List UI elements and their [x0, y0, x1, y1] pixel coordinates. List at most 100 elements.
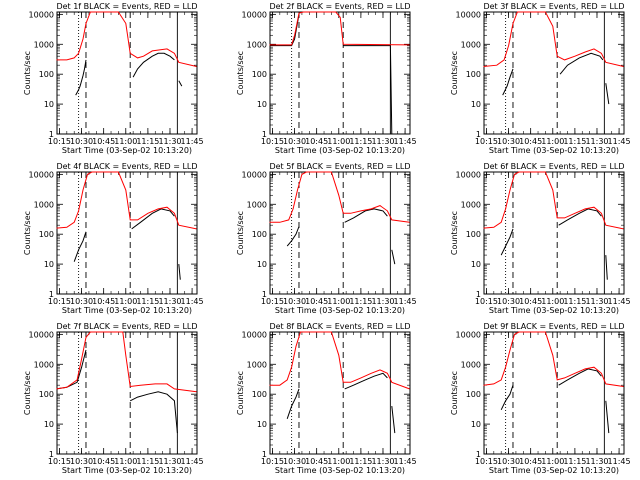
y-tick-label: 10 — [471, 260, 481, 269]
series-black-line — [75, 52, 183, 96]
x-axis-label: Start Time (03-Sep-02 10:13:20) — [275, 466, 405, 475]
panel-title: Det 9f BLACK = Events, RED = LLD — [483, 322, 624, 331]
y-tick-label: 10 — [471, 420, 481, 429]
x-tick-label: 11:30 — [371, 457, 394, 466]
plot-frame — [269, 331, 411, 455]
series-red-line — [269, 171, 410, 223]
x-tick-label: 11:15 — [349, 297, 372, 306]
x-tick-label: 10:45 — [305, 137, 328, 146]
x-tick-label: 11:15 — [349, 457, 372, 466]
y-tick-label: 1000 — [461, 360, 481, 369]
y-tick-label: 10 — [44, 420, 54, 429]
x-axis-label: Start Time (03-Sep-02 10:13:20) — [489, 306, 619, 315]
panel-det-2: Det 2f BLACK = Events, RED = LLD 1 10 100 10… — [236, 2, 417, 155]
plot-frame — [56, 331, 198, 455]
panel-title: Det 4f BLACK = Events, RED = LLD — [56, 162, 197, 171]
y-tick-label: 10 — [257, 260, 267, 269]
panel-title: Det 6f BLACK = Events, RED = LLD — [483, 162, 624, 171]
x-tick-label: 11:00 — [541, 137, 564, 146]
x-tick-label: 10:15 — [48, 137, 71, 146]
series-black-line — [56, 349, 178, 434]
panel-title: Det 7f BLACK = Events, RED = LLD — [56, 322, 197, 331]
x-tick-label: 11:15 — [349, 137, 372, 146]
series-black-line — [286, 372, 396, 434]
x-tick-label: 11:15 — [563, 457, 586, 466]
series-red-line — [483, 171, 624, 230]
x-tick-label: 10:30 — [283, 457, 306, 466]
y-tick-label: 100 — [466, 70, 481, 79]
panel-det-7: Det 7f BLACK = Events, RED = LLD 1 10 100 10… — [23, 322, 204, 475]
x-tick-label: 10:15 — [475, 297, 498, 306]
panel-det-4: Det 4f BLACK = Events, RED = LLD 1 10 100 10… — [23, 162, 204, 315]
x-tick-label: 11:30 — [585, 457, 608, 466]
y-tick-label: 1000 — [34, 200, 54, 209]
x-tick-label: 11:00 — [114, 137, 137, 146]
y-axis-label: Counts/sec — [23, 51, 32, 95]
y-axis-label: Counts/sec — [236, 51, 245, 95]
y-tick-label: 1 — [262, 450, 267, 459]
series-red-line — [56, 331, 197, 393]
y-tick-label: 10 — [44, 260, 54, 269]
y-tick-label: 1000 — [461, 40, 481, 49]
y-tick-label: 10000 — [456, 170, 481, 179]
x-tick-label: 10:30 — [497, 297, 520, 306]
series-red-line — [56, 11, 197, 67]
x-tick-label: 10:15 — [261, 457, 284, 466]
series-black-line — [502, 52, 610, 105]
y-tick-label: 1 — [476, 290, 481, 299]
x-tick-label: 10:15 — [48, 297, 71, 306]
y-tick-label: 1000 — [247, 200, 267, 209]
y-axis-label: Counts/sec — [236, 371, 245, 415]
y-tick-label: 1 — [262, 130, 267, 139]
x-tick-label: 11:45 — [181, 137, 204, 146]
x-axis-label: Start Time (03-Sep-02 10:13:20) — [62, 146, 192, 155]
x-tick-label: 11:45 — [394, 457, 417, 466]
panel-title: Det 5f BLACK = Events, RED = LLD — [269, 162, 410, 171]
y-tick-label: 10000 — [29, 330, 54, 339]
y-axis-label: Counts/sec — [236, 211, 245, 255]
x-tick-label: 11:15 — [136, 297, 159, 306]
y-tick-label: 10 — [257, 100, 267, 109]
y-tick-label: 1000 — [247, 40, 267, 49]
x-tick-label: 11:00 — [541, 457, 564, 466]
x-axis-label: Start Time (03-Sep-02 10:13:20) — [275, 146, 405, 155]
x-tick-label: 11:15 — [563, 137, 586, 146]
x-tick-label: 11:15 — [563, 297, 586, 306]
x-tick-label: 10:30 — [70, 137, 93, 146]
panel-title: Det 2f BLACK = Events, RED = LLD — [269, 2, 410, 11]
y-tick-label: 10000 — [456, 330, 481, 339]
x-tick-label: 10:15 — [475, 457, 498, 466]
y-tick-label: 10 — [471, 100, 481, 109]
x-tick-label: 10:45 — [92, 137, 115, 146]
y-tick-label: 10000 — [29, 10, 54, 19]
y-tick-label: 100 — [252, 230, 267, 239]
x-tick-label: 11:30 — [371, 137, 394, 146]
y-tick-label: 10000 — [242, 170, 267, 179]
x-axis-label: Start Time (03-Sep-02 10:13:20) — [489, 146, 619, 155]
y-tick-label: 1 — [49, 130, 54, 139]
x-tick-label: 11:30 — [158, 137, 181, 146]
x-tick-label: 11:30 — [585, 297, 608, 306]
y-tick-label: 1000 — [461, 200, 481, 209]
panel-det-3: Det 3f BLACK = Events, RED = LLD 1 10 100 10… — [450, 2, 631, 155]
x-tick-label: 10:30 — [283, 297, 306, 306]
x-tick-label: 10:45 — [519, 137, 542, 146]
x-tick-label: 11:45 — [608, 137, 631, 146]
x-tick-label: 10:30 — [70, 297, 93, 306]
x-tick-label: 11:00 — [114, 457, 137, 466]
y-tick-label: 1000 — [34, 40, 54, 49]
x-tick-label: 10:30 — [497, 457, 520, 466]
y-tick-label: 10 — [44, 100, 54, 109]
y-tick-label: 100 — [39, 390, 54, 399]
plot-frame — [269, 11, 411, 135]
x-tick-label: 11:00 — [327, 457, 350, 466]
plot-frame — [483, 171, 625, 295]
x-tick-label: 10:15 — [261, 297, 284, 306]
y-tick-label: 1 — [476, 450, 481, 459]
y-tick-label: 1 — [262, 290, 267, 299]
y-tick-label: 10000 — [242, 10, 267, 19]
panel-title: Det 1f BLACK = Events, RED = LLD — [56, 2, 197, 11]
panel-det-9: Det 9f BLACK = Events, RED = LLD 1 10 100 10… — [450, 322, 631, 475]
y-tick-label: 100 — [39, 230, 54, 239]
